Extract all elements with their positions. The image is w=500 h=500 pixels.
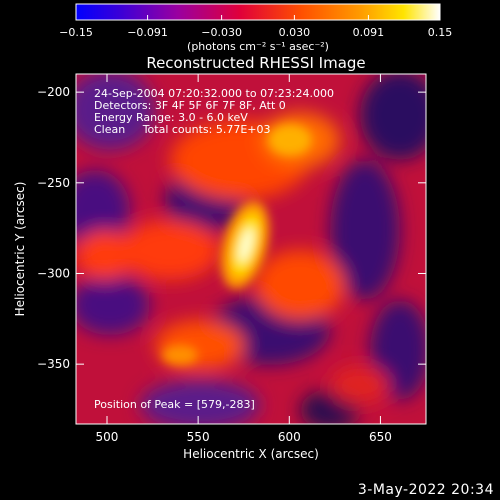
chart-title: Reconstructed RHESSI Image — [146, 54, 365, 72]
colorbar-tick-label: −0.15 — [59, 26, 93, 39]
x-tick-label: 650 — [369, 430, 392, 444]
footer-date: 3-May-2022 20:34 — [357, 482, 494, 498]
colorbar-tick-label: 0.091 — [353, 26, 385, 39]
x-tick-label: 500 — [96, 430, 119, 444]
y-tick-label: −200 — [37, 85, 70, 99]
annotation-detectors: Detectors: 3F 4F 5F 6F 7F 8F, Att 0 — [94, 99, 286, 112]
annotation-clean: Clean Total counts: 5.77E+03 — [94, 123, 271, 136]
x-tick-label: 600 — [278, 430, 301, 444]
axis-ticks: 500 550 600 650 −200 −250 −300 −350 — [37, 74, 426, 444]
y-tick-label: −250 — [37, 176, 70, 190]
colorbar-tick-label: 0.15 — [428, 26, 453, 39]
colorbar-tick-label: −0.030 — [201, 26, 242, 39]
colorbar — [75, 3, 441, 21]
annotation-time: 24-Sep-2004 07:20:32.000 to 07:23:24.000 — [94, 87, 334, 100]
plot-frame — [75, 73, 427, 425]
colorbar-tick-label: 0.030 — [279, 26, 311, 39]
y-tick-label: −300 — [37, 266, 70, 280]
colorbar-label: (photons cm⁻² s⁻¹ asec⁻²) — [187, 40, 329, 53]
colorbar-tick-label: −0.091 — [127, 26, 168, 39]
peak-label: Position of Peak = [579,-283] — [94, 398, 255, 411]
x-axis-label: Heliocentric X (arcsec) — [183, 447, 319, 461]
colorbar-ticks: −0.15 −0.091 −0.030 0.030 0.091 0.15 — [59, 15, 452, 39]
y-tick-label: −350 — [37, 357, 70, 371]
y-axis-label: Heliocentric Y (arcsec) — [13, 182, 27, 317]
heatmap-image — [76, 74, 426, 424]
x-tick-label: 550 — [187, 430, 210, 444]
annotation-energy: Energy Range: 3.0 - 6.0 keV — [94, 111, 248, 124]
